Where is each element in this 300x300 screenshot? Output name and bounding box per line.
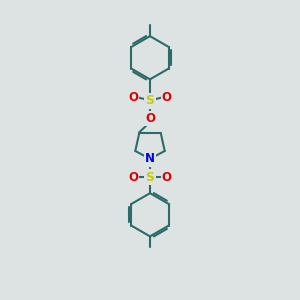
- Text: N: N: [145, 152, 155, 165]
- Text: O: O: [128, 171, 138, 184]
- Text: S: S: [146, 171, 154, 184]
- Text: S: S: [146, 94, 154, 107]
- Text: O: O: [128, 91, 138, 104]
- Text: O: O: [162, 91, 172, 104]
- Text: O: O: [162, 171, 172, 184]
- Text: O: O: [145, 112, 155, 125]
